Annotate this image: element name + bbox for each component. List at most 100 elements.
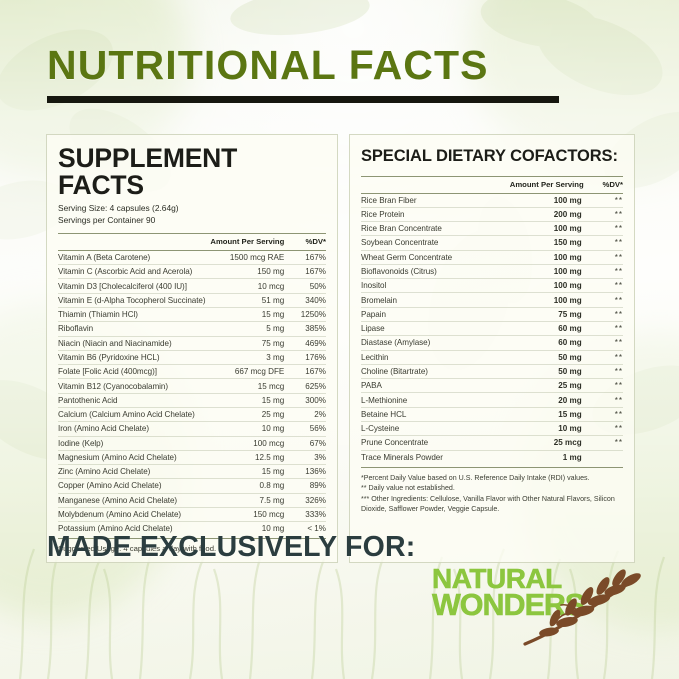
- page-title-block: NUTRITIONAL FACTS: [47, 42, 632, 104]
- row-ingredient-name: Pantothenic Acid: [58, 393, 211, 408]
- table-row: L-Methionine 20 mg **: [361, 392, 623, 408]
- row-amount-per-serving: 15 mg: [210, 307, 285, 323]
- row-amount-per-serving: 5 mg: [210, 321, 285, 337]
- table-row: Rice Bran Fiber 100 mg **: [361, 193, 623, 208]
- table-row: Vitamin E (d-Alpha Tocopherol Succinate)…: [58, 293, 326, 308]
- row-ingredient-name: Diastase (Amylase): [361, 335, 500, 351]
- row-percent-daily-value: **: [583, 321, 623, 337]
- row-ingredient-name: Rice Protein: [361, 207, 500, 223]
- row-percent-daily-value: 625%: [284, 378, 326, 394]
- dietary-cofactors-footer-divider: [361, 466, 623, 468]
- row-amount-per-serving: 100 mg: [499, 250, 584, 265]
- row-percent-daily-value: **: [583, 235, 623, 251]
- table-row: Vitamin B6 (Pyridoxine HCL) 3 mg 176%: [58, 350, 326, 366]
- row-percent-daily-value: 50%: [284, 278, 326, 294]
- footnotes: *Percent Daily Value based on U.S. Refer…: [361, 468, 623, 515]
- serving-size: Serving Size: 4 capsules (2.64g): [58, 203, 179, 213]
- row-ingredient-name: Iron (Amino Acid Chelate): [58, 421, 211, 437]
- table-row: Lecithin 50 mg **: [361, 350, 623, 365]
- row-amount-per-serving: 667 mcg DFE: [210, 364, 285, 380]
- row-amount-per-serving: 10 mcg: [210, 278, 285, 294]
- row-ingredient-name: Bromelain: [361, 292, 500, 308]
- row-ingredient-name: Lecithin: [361, 350, 500, 365]
- row-amount-per-serving: 100 mg: [499, 292, 584, 308]
- table-row: Manganese (Amino Acid Chelate) 7.5 mg 326%: [58, 493, 326, 508]
- row-amount-per-serving: 50 mg: [499, 350, 584, 365]
- row-ingredient-name: Vitamin B6 (Pyridoxine HCL): [58, 350, 211, 366]
- table-row: Vitamin D3 [Cholecalciferol (400 IU)] 10 …: [58, 278, 326, 294]
- table-header-row: Amount Per Serving %DV*: [58, 233, 326, 251]
- row-amount-per-serving: 25 mcg: [499, 435, 584, 451]
- row-ingredient-name: Vitamin A (Beta Carotene): [58, 250, 211, 266]
- row-amount-per-serving: 75 mg: [499, 307, 584, 323]
- row-percent-daily-value: **: [583, 378, 623, 394]
- row-percent-daily-value: < 1%: [307, 524, 326, 534]
- row-amount-per-serving: 100 mg: [499, 193, 584, 208]
- row-percent-daily-value: **: [583, 307, 623, 323]
- row-percent-daily-value: **: [583, 407, 623, 423]
- row-percent-daily-value: 167%: [284, 264, 326, 280]
- suggested-usage: Suggested Usage: 4 capsules a day with f…: [58, 544, 217, 554]
- page-title: NUTRITIONAL FACTS: [47, 42, 489, 88]
- row-amount-per-serving: 1500 mcg RAE: [210, 250, 285, 266]
- row-ingredient-name: Copper (Amino Acid Chelate): [58, 478, 211, 494]
- row-percent-daily-value: 167%: [284, 250, 326, 266]
- row-percent-daily-value: 385%: [284, 321, 326, 337]
- table-row: Trace Minerals Powder 1 mg: [361, 450, 623, 464]
- supplement-facts-rows: Vitamin A (Beta Carotene) 1500 mcg RAE 167…: [58, 250, 326, 535]
- column-header-name: [58, 233, 211, 251]
- row-amount-per-serving: 15 mg: [499, 407, 584, 423]
- column-header-dv: %DV*: [284, 233, 326, 251]
- footnote-other-ingredients: *** Other Ingredients: Cellulose, Vanill…: [361, 494, 615, 514]
- table-row: Prune Concentrate 25 mcg **: [361, 435, 623, 451]
- supplement-facts-panel: SUPPLEMENT FACTS Serving Size: 4 capsule…: [46, 134, 338, 564]
- row-percent-daily-value: 2%: [284, 407, 326, 423]
- table-row: Iodine (Kelp) 100 mcg 67%: [58, 436, 326, 451]
- table-row: Folate [Folic Acid (400mcg)] 667 mcg DFE 1…: [58, 364, 326, 380]
- column-header-amount: Amount Per Serving: [210, 233, 285, 251]
- table-row: Zinc (Amino Acid Chelate) 15 mg 136%: [58, 464, 326, 480]
- row-ingredient-name: Thiamin (Thiamin HCl): [58, 307, 211, 323]
- dietary-cofactors-title: SPECIAL DIETARY COFACTORS:: [361, 147, 618, 165]
- row-amount-per-serving: 100 mg: [499, 221, 584, 237]
- row-ingredient-name: L-Methionine: [361, 392, 500, 408]
- row-percent-daily-value: 176%: [284, 350, 326, 366]
- row-percent-daily-value: 300%: [284, 393, 326, 408]
- background-grass-icon: [18, 543, 666, 679]
- row-ingredient-name: Potassium (Amino Acid Chelate): [58, 524, 173, 534]
- row-ingredient-name: Folate [Folic Acid (400mcg)]: [58, 364, 211, 380]
- row-amount-per-serving: 20 mg: [499, 392, 584, 408]
- row-ingredient-name: Soybean Concentrate: [361, 235, 500, 251]
- row-amount-per-serving: 100 mg: [499, 264, 584, 280]
- row-ingredient-name: Choline (Bitartrate): [361, 364, 500, 380]
- row-percent-daily-value: 136%: [284, 464, 326, 480]
- wheat-branch-icon: [523, 569, 641, 646]
- title-divider: [47, 96, 559, 104]
- supplement-facts-table: Amount Per Serving %DV* Vitamin A (Beta …: [58, 233, 326, 536]
- table-row: PABA 25 mg **: [361, 378, 623, 394]
- row-percent-daily-value: **: [583, 193, 623, 208]
- row-amount-per-serving: 50 mg: [499, 364, 584, 380]
- row-amount-per-serving: 0.8 mg: [210, 478, 285, 494]
- dietary-cofactors-panel: SPECIAL DIETARY COFACTORS: Amount Per Se…: [349, 134, 635, 564]
- table-row: Lipase 60 mg **: [361, 321, 623, 337]
- table-row: Pantothenic Acid 15 mg 300%: [58, 393, 326, 408]
- row-ingredient-name: Vitamin D3 [Cholecalciferol (400 IU)]: [58, 278, 211, 294]
- table-row: Iron (Amino Acid Chelate) 10 mg 56%: [58, 421, 326, 437]
- row-ingredient-name: Calcium (Calcium Amino Acid Chelate): [58, 407, 211, 423]
- row-ingredient-name: Rice Bran Concentrate: [361, 221, 500, 237]
- table-row: Vitamin B12 (Cyanocobalamin) 15 mcg 625%: [58, 378, 326, 394]
- row-ingredient-name: Rice Bran Fiber: [361, 193, 500, 208]
- row-percent-daily-value: **: [583, 435, 623, 451]
- row-ingredient-name: Niacin (Niacin and Niacinamide): [58, 336, 211, 351]
- row-ingredient-name: Trace Minerals Powder: [361, 452, 443, 462]
- table-row: Papain 75 mg **: [361, 307, 623, 323]
- row-amount-per-serving: 150 mg: [499, 235, 584, 251]
- row-ingredient-name: Inositol: [361, 278, 500, 294]
- row-amount-per-serving: 100 mcg: [210, 436, 285, 451]
- row-percent-daily-value: **: [583, 278, 623, 294]
- row-percent-daily-value: 3%: [284, 450, 326, 466]
- row-amount-per-serving: 10 mg: [261, 524, 285, 534]
- row-amount-per-serving: 15 mcg: [210, 378, 285, 394]
- row-percent-daily-value: 340%: [284, 293, 326, 308]
